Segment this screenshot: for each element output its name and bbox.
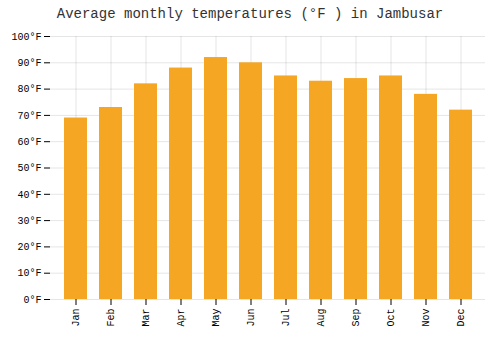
svg-text:30°F: 30°F xyxy=(17,216,41,227)
svg-text:50°F: 50°F xyxy=(17,163,41,174)
svg-text:70°F: 70°F xyxy=(17,111,41,122)
svg-text:Nov: Nov xyxy=(421,309,432,327)
svg-text:40°F: 40°F xyxy=(17,190,41,201)
svg-text:May: May xyxy=(211,309,222,327)
svg-text:Mar: Mar xyxy=(141,309,152,327)
svg-text:Jun: Jun xyxy=(246,309,257,327)
svg-text:0°F: 0°F xyxy=(23,295,41,306)
svg-text:Aug: Aug xyxy=(316,309,327,327)
svg-text:80°F: 80°F xyxy=(17,84,41,95)
svg-text:Feb: Feb xyxy=(106,309,117,327)
svg-text:Apr: Apr xyxy=(176,309,187,327)
svg-text:20°F: 20°F xyxy=(17,242,41,253)
svg-text:Jul: Jul xyxy=(281,309,292,327)
svg-text:100°F: 100°F xyxy=(11,32,41,43)
svg-text:Oct: Oct xyxy=(386,309,397,327)
html-text:Average monthly temperatures (: Average monthly temperatures (°F ) in Ja… xyxy=(56,6,444,22)
svg-text:90°F: 90°F xyxy=(17,58,41,69)
svg-text:10°F: 10°F xyxy=(17,268,41,279)
svg-text:Sep: Sep xyxy=(351,309,362,327)
svg-text:Jan: Jan xyxy=(71,309,82,327)
svg-text:60°F: 60°F xyxy=(17,137,41,148)
svg-text:Dec: Dec xyxy=(456,309,467,327)
